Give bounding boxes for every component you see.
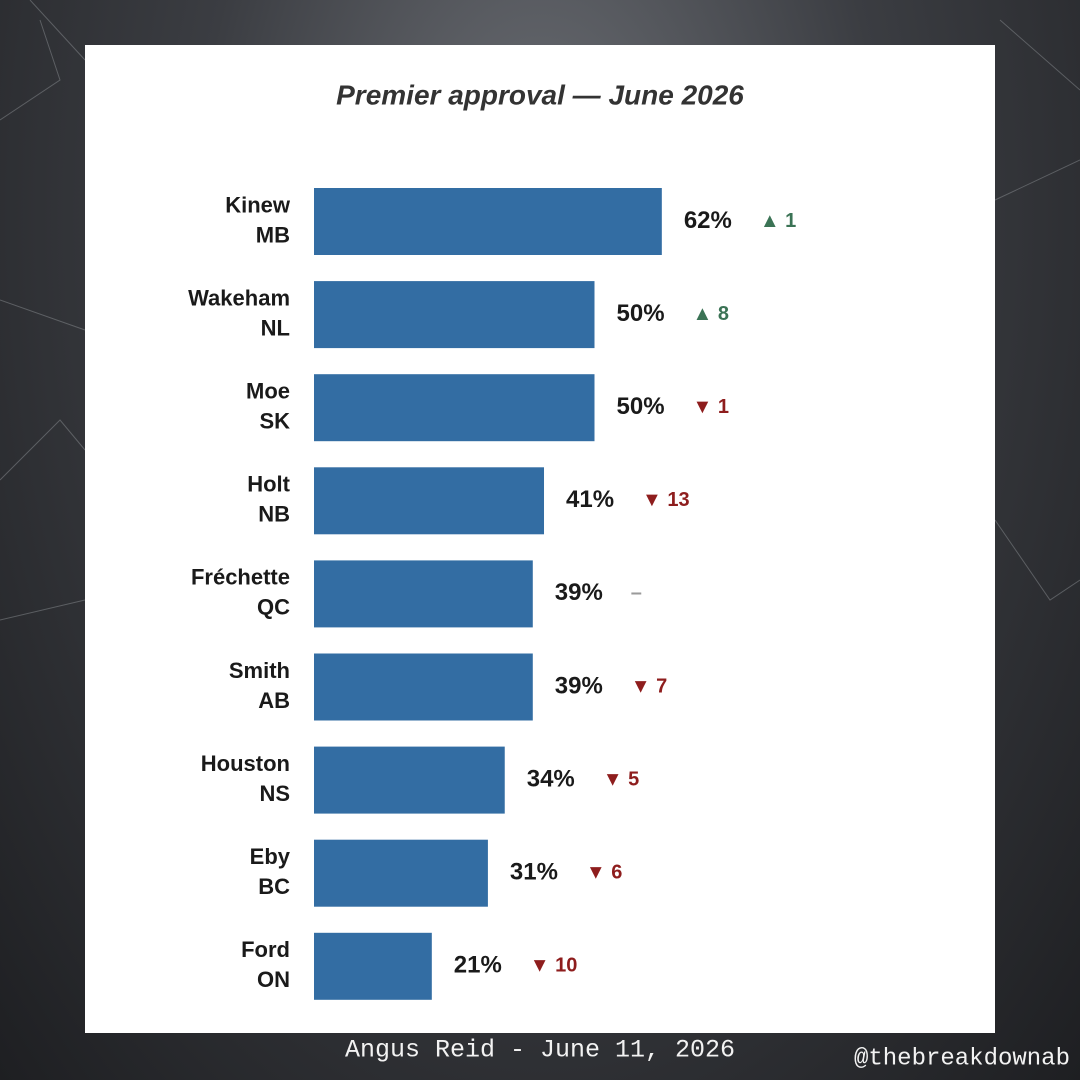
background-lines	[0, 0, 1080, 621]
value-label: 31%	[510, 859, 558, 886]
province-label: SK	[259, 409, 290, 434]
change-label: ▼ 1	[693, 396, 729, 418]
bar	[314, 281, 595, 349]
bar	[314, 746, 505, 814]
change-label: ▲ 8	[693, 303, 729, 325]
province-label: BC	[258, 874, 290, 899]
category-label: Fréchette	[191, 565, 290, 590]
province-label: NL	[261, 315, 290, 340]
value-label: 21%	[454, 952, 502, 979]
change-label: ▼ 7	[631, 675, 667, 697]
value-label: 62%	[684, 207, 732, 234]
category-label: Smith	[229, 658, 290, 683]
category-label: Houston	[201, 751, 290, 776]
value-label: 39%	[555, 672, 603, 699]
change-label: ▼ 13	[642, 489, 690, 511]
category-label: Kinew	[225, 192, 291, 217]
change-label: ▼ 10	[530, 955, 578, 977]
value-label: 50%	[617, 393, 665, 420]
bar	[314, 467, 545, 535]
value-label: 41%	[566, 486, 614, 513]
province-label: AB	[258, 688, 290, 713]
bar	[314, 653, 533, 721]
bar	[314, 560, 533, 628]
province-label: ON	[257, 967, 290, 992]
change-label: ▼ 5	[603, 768, 639, 790]
category-label: Holt	[247, 472, 290, 497]
category-label: Eby	[250, 844, 291, 869]
category-label: Wakeham	[188, 285, 290, 310]
handle: @thebreakdownab	[854, 1045, 1070, 1072]
province-label: NS	[259, 781, 290, 806]
category-label: Ford	[241, 937, 290, 962]
value-label: 39%	[555, 579, 603, 606]
province-label: NB	[258, 502, 290, 527]
value-label: 34%	[527, 765, 575, 792]
bar	[314, 932, 432, 1000]
bar	[314, 188, 662, 255]
province-label: QC	[257, 595, 290, 620]
change-label: ▲ 1	[760, 210, 796, 232]
province-label: MB	[256, 222, 290, 247]
change-label: ▼ 6	[586, 861, 622, 883]
source: Angus Reid - June 11, 2026	[345, 1036, 735, 1065]
bar	[314, 374, 595, 442]
chart-title: Premier approval — June 2026	[336, 79, 744, 110]
change-label: –	[631, 582, 642, 604]
bar	[314, 839, 488, 907]
category-label: Moe	[246, 379, 290, 404]
value-label: 50%	[617, 300, 665, 327]
